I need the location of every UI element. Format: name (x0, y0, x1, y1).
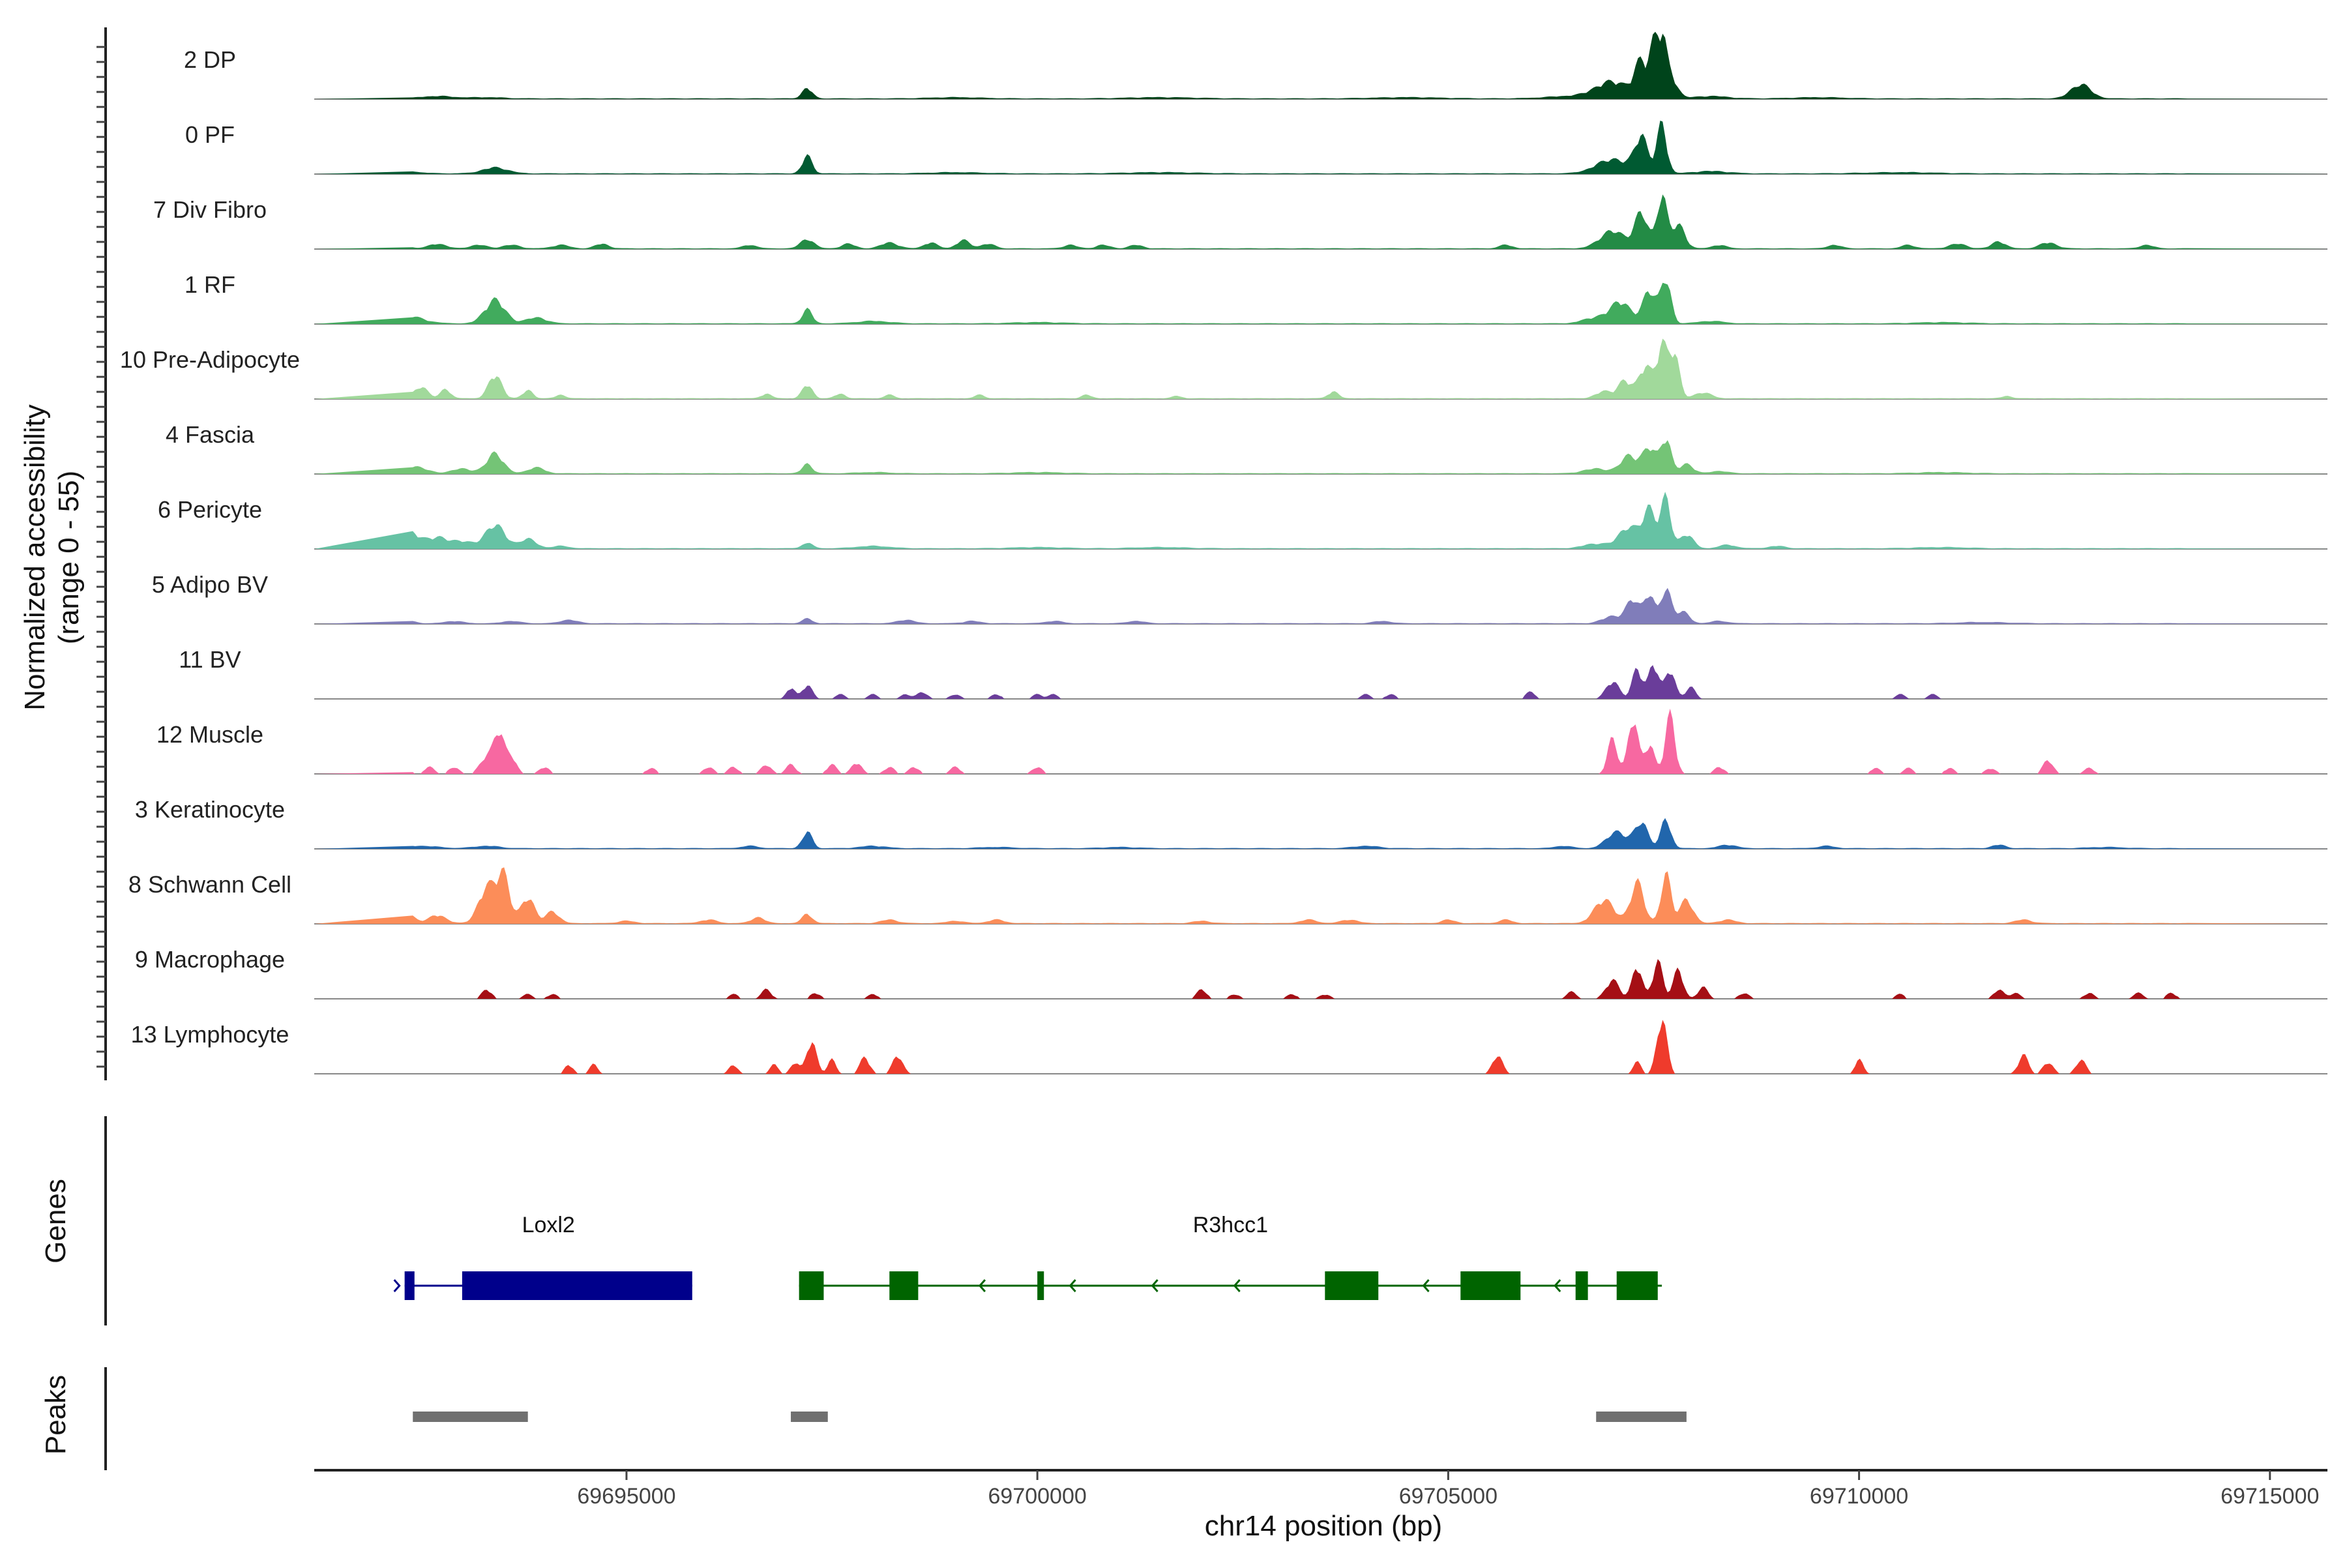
coverage-area (314, 31, 2327, 100)
x-tick-label: 69695000 (577, 1484, 675, 1509)
coverage-area (314, 440, 2327, 474)
coverage-area (314, 282, 2327, 324)
gene-exon (1616, 1271, 1658, 1300)
track-11-bv: 11 BV (179, 646, 2327, 700)
gene-exon (799, 1271, 824, 1300)
gene-exon (404, 1271, 415, 1300)
gene-strand-arrow (1151, 1279, 1159, 1292)
peaks-track-title: Peaks (40, 1375, 72, 1455)
track-2-dp: 2 DP (184, 31, 2327, 100)
gene-label: R3hcc1 (1193, 1213, 1268, 1237)
genes-panel: Loxl2 R3hcc1 (104, 1116, 1662, 1325)
track-8-schwann-cell: 8 Schwann Cell (128, 867, 2327, 925)
track-label: 10 Pre-Adipocyte (120, 346, 300, 373)
gene-strand-arrow (1233, 1279, 1241, 1292)
peak-region (1596, 1412, 1687, 1422)
track-label: 6 Pericyte (158, 496, 262, 523)
track-13-lymphocyte: 13 Lymphocyte (131, 1020, 2327, 1074)
track-label: 7 Div Fibro (153, 196, 267, 223)
coverage-area (314, 959, 2327, 999)
track-label: 3 Keratinocyte (135, 796, 285, 823)
x-tick-label: 69700000 (988, 1484, 1087, 1509)
track-label: 13 Lymphocyte (131, 1021, 289, 1048)
coverage-area (314, 867, 2327, 924)
coverage-area (314, 587, 2327, 624)
track-3-keratinocyte: 3 Keratinocyte (135, 796, 2327, 850)
y-axis-title-range: (range 0 - 55) (53, 471, 85, 645)
track-9-macrophage: 9 Macrophage (135, 946, 2327, 999)
track-label: 2 DP (184, 46, 236, 73)
x-axis: 69695000 69700000 69705000 69710000 69715000 (314, 1469, 2327, 1509)
track-label: 4 Fascia (166, 421, 255, 448)
peak-region (791, 1412, 828, 1422)
track-label: 0 PF (185, 121, 235, 148)
gene-exon (1325, 1271, 1379, 1300)
coverage-area (314, 338, 2327, 399)
coverage-area (314, 665, 2327, 699)
gene-strand-arrow (1554, 1279, 1561, 1292)
track-12-muscle: 12 Muscle (156, 709, 2327, 775)
coverage-area (314, 818, 2327, 849)
peaks-panel (104, 1367, 1687, 1470)
track-label: 8 Schwann Cell (128, 871, 291, 898)
peak-region (413, 1412, 528, 1422)
track-4-fascia: 4 Fascia (166, 421, 2327, 475)
x-axis-title: chr14 position (bp) (1205, 1510, 1442, 1542)
gene-exon (1575, 1271, 1588, 1300)
track-1-rf: 1 RF (185, 271, 2327, 325)
track-label: 11 BV (179, 646, 241, 673)
coverage-area (314, 492, 2327, 549)
coverage-tracks: 2 DP 0 PF 7 Div Fibro 1 RF 10 Pre-Adipocyte 4… (120, 31, 2327, 1074)
x-tick-label: 69715000 (2221, 1484, 2319, 1509)
genes-track-title: Genes (40, 1179, 72, 1264)
y-axis (96, 27, 107, 1080)
coverage-area (314, 194, 2327, 249)
track-10-pre-adipocyte: 10 Pre-Adipocyte (120, 338, 2327, 400)
x-tick-label: 69705000 (1399, 1484, 1498, 1509)
track-7-div-fibro: 7 Div Fibro (153, 194, 2327, 250)
coverage-area (314, 1020, 2327, 1074)
gene-loxl2: Loxl2 (393, 1213, 692, 1300)
gene-exon (1037, 1271, 1044, 1300)
track-label: 1 RF (185, 271, 235, 298)
y-axis-title: Normalized accessibility (19, 404, 51, 710)
x-tick-label: 69710000 (1810, 1484, 1908, 1509)
track-label: 9 Macrophage (135, 946, 285, 973)
gene-strand-arrow (1069, 1279, 1076, 1292)
gene-exon (1460, 1271, 1521, 1300)
track-0-pf: 0 PF (185, 121, 2327, 175)
gene-strand-arrow (978, 1279, 986, 1292)
track-label: 12 Muscle (156, 721, 263, 748)
track-label: 5 Adipo BV (152, 571, 268, 598)
gene-exon (462, 1271, 692, 1300)
gene-label: Loxl2 (522, 1213, 575, 1237)
gene-strand-arrow (1422, 1279, 1430, 1292)
gene-r3hcc1: R3hcc1 (799, 1213, 1662, 1300)
coverage-area (314, 709, 2327, 774)
track-6-pericyte: 6 Pericyte (158, 492, 2327, 550)
track-5-adipo-bv: 5 Adipo BV (152, 571, 2327, 625)
gene-exon (889, 1271, 919, 1300)
coverage-area (314, 121, 2327, 174)
gene-strand-arrow (393, 1279, 401, 1292)
